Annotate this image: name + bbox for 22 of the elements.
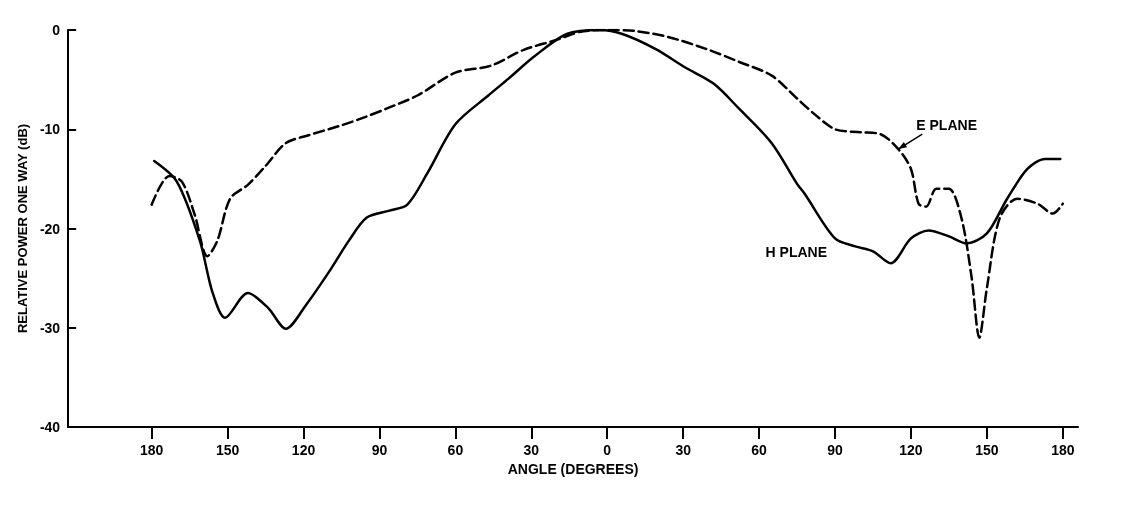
x-tick-label: 30 bbox=[675, 442, 692, 458]
x-tick-label: 60 bbox=[447, 442, 464, 458]
x-tick-label: 180 bbox=[1051, 442, 1075, 458]
x-tick-label: 120 bbox=[291, 442, 316, 458]
x-tick-label: 90 bbox=[371, 442, 388, 458]
x-tick-label: 60 bbox=[751, 442, 768, 458]
x-tick-label: 180 bbox=[139, 442, 164, 458]
y-tick-label: -30 bbox=[39, 319, 61, 336]
series-label: H PLANE bbox=[765, 244, 828, 261]
x-tick-label: 30 bbox=[523, 442, 540, 458]
x-tick-label: 0 bbox=[603, 442, 612, 458]
x-tick-label: 150 bbox=[975, 442, 999, 458]
y-tick-label: 0 bbox=[52, 22, 61, 38]
y-tick-label: -40 bbox=[39, 419, 61, 435]
x-tick-label: 120 bbox=[899, 442, 923, 458]
y-tick-label: -20 bbox=[39, 220, 61, 237]
y-tick-label: -10 bbox=[39, 121, 61, 138]
y-axis-title: RELATIVE POWER ONE WAY (dB) bbox=[15, 123, 30, 334]
x-tick-label: 150 bbox=[215, 442, 240, 458]
x-tick-label: 90 bbox=[827, 442, 844, 458]
series-label: E PLANE bbox=[916, 117, 977, 134]
x-axis-title: ANGLE (DEGREES) bbox=[507, 460, 639, 477]
